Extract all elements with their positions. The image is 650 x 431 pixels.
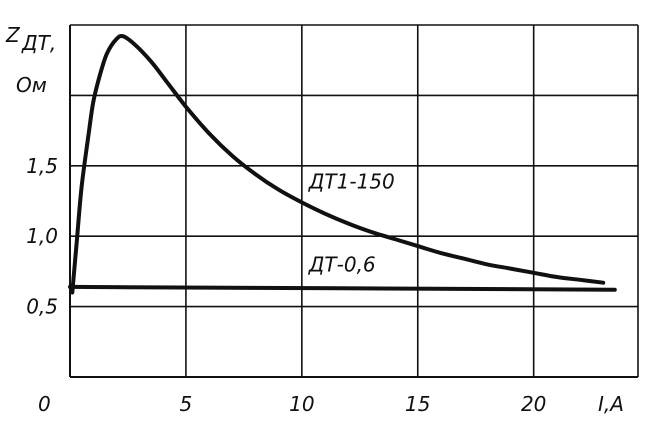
x-axis-title: I,A xyxy=(598,392,624,416)
y-axis-title: Z ДТ, Ом xyxy=(5,23,56,97)
x-tick-label-2: 15 xyxy=(405,392,430,416)
y-tick-label-2: 1,5 xyxy=(26,154,58,178)
x-tick-label-1: 10 xyxy=(289,392,314,416)
x-tick-label-3: 20 xyxy=(521,392,546,416)
y-axis-title-unit: Ом xyxy=(16,73,47,97)
origin-label: 0 xyxy=(38,392,51,416)
axes xyxy=(69,25,638,378)
series xyxy=(68,33,617,295)
series-line-1 xyxy=(68,284,617,292)
series-label-1: ДТ-0,6 xyxy=(308,252,376,276)
series-label-0: ДТ1-150 xyxy=(308,169,395,193)
tick-labels: 5 10 15 20 0,5 1,0 1,5 xyxy=(26,154,546,416)
grid xyxy=(69,24,639,377)
y-axis-title-symbol: Z xyxy=(5,23,21,47)
x-tick-label-0: 5 xyxy=(180,392,193,416)
series-labels: ДТ1-150 ДТ-0,6 xyxy=(308,169,395,276)
y-tick-label-0: 0,5 xyxy=(26,295,58,319)
y-tick-label-1: 1,0 xyxy=(26,224,58,248)
series-line-0 xyxy=(70,33,606,295)
y-axis-title-subscript: ДТ, xyxy=(21,31,56,55)
